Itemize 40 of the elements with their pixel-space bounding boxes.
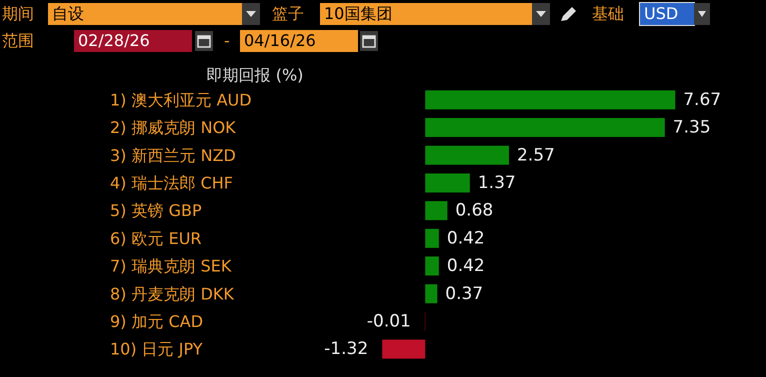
text: 篮子 bbox=[272, 3, 304, 25]
bar bbox=[425, 118, 665, 138]
chart-title: 即期回报 (%) bbox=[206, 66, 304, 84]
y-tick-label: 9) 加元 CAD bbox=[110, 312, 204, 331]
bar bbox=[425, 256, 439, 276]
y-tick-label: 4) 瑞士法郎 CHF bbox=[110, 173, 233, 192]
bar bbox=[382, 340, 426, 359]
data-label: 0.68 bbox=[455, 200, 494, 221]
data-label: -0.01 bbox=[366, 311, 411, 332]
y-tick-label: 6) 欧元 EUR bbox=[110, 228, 202, 248]
bar bbox=[425, 173, 470, 192]
text: 范围 bbox=[2, 30, 34, 52]
text: - bbox=[224, 30, 230, 52]
y-tick-label: 10) 日元 JPY bbox=[110, 340, 203, 359]
data-label: 0.42 bbox=[446, 256, 485, 276]
text: USD bbox=[640, 3, 694, 25]
y-tick-label: 2) 挪威克朗 NOK bbox=[110, 118, 236, 138]
data-label: 0.42 bbox=[446, 228, 485, 248]
text: 10国集团 bbox=[320, 3, 532, 25]
text: 自设 bbox=[48, 3, 244, 25]
text: 02/28/26 bbox=[74, 30, 192, 52]
y-tick-label: 1) 澳大利亚元 AUD bbox=[110, 90, 252, 110]
data-label: 2.57 bbox=[516, 145, 555, 166]
data-label: -1.32 bbox=[324, 339, 368, 360]
bar bbox=[425, 146, 509, 165]
y-tick-label: 7) 瑞典克朗 SEK bbox=[110, 256, 232, 276]
data-label: 7.67 bbox=[683, 90, 722, 110]
data-label: 0.37 bbox=[445, 284, 484, 304]
bar bbox=[425, 90, 676, 110]
bar bbox=[425, 201, 448, 220]
data-label: 1.37 bbox=[478, 172, 516, 193]
y-tick-label: 5) 英镑 GBP bbox=[110, 201, 202, 220]
bar bbox=[425, 228, 439, 248]
data-label: 7.35 bbox=[672, 118, 711, 138]
text: 期间 bbox=[2, 3, 34, 25]
bar bbox=[425, 284, 438, 304]
text: 基础 bbox=[592, 3, 624, 25]
y-tick-label: 8) 丹麦克朗 DKK bbox=[110, 284, 234, 304]
text: 04/16/26 bbox=[240, 30, 358, 52]
y-tick-label: 3) 新西兰元 NZD bbox=[110, 146, 236, 165]
